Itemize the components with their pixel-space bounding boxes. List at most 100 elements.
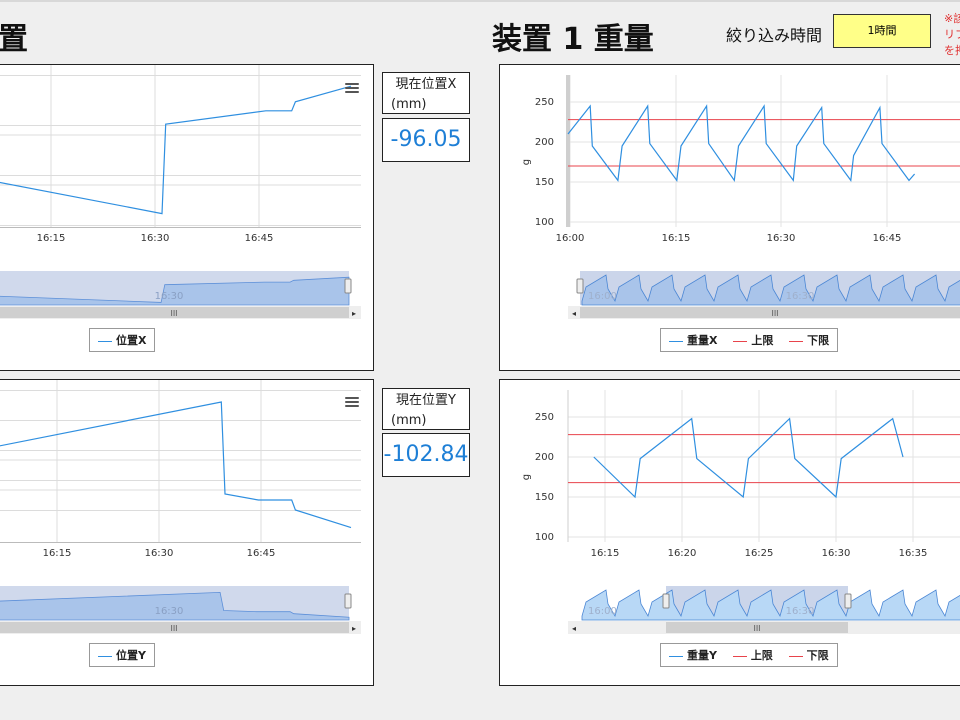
scroll-right-arrow-icon: ▸ (352, 624, 356, 633)
weight-y-chart: 100 150 200 250 g 16:15 16:20 16:25 16:30 16:35 16… (499, 379, 960, 686)
current-position-x-label: 現在位置X (mm) (382, 72, 470, 114)
current-position-x-value: -96.05 (382, 118, 470, 162)
unit-label: (mm) (391, 97, 427, 112)
legend[interactable]: 重量Y 上限 下限 (660, 643, 838, 667)
scrollbar-grip-icon: III (771, 309, 778, 318)
navigator-handle (344, 278, 352, 294)
x-tick-label: 16:45 (873, 233, 902, 244)
legend-item[interactable]: 下限 (789, 329, 829, 353)
scrollbar-grip-icon: III (170, 624, 177, 633)
legend-item[interactable]: 位置X (98, 329, 146, 353)
filter-time-label: 絞り込み時間 (726, 26, 823, 45)
scrollbar-thumb (580, 307, 960, 318)
note-text: ※該 リフ を押 (944, 11, 960, 59)
legend-item[interactable]: 重量X (669, 329, 717, 353)
navigator-time-label: 16:30 (786, 291, 815, 302)
weight-x-chart-svg: 100 150 200 250 g 16:00 16:15 16:30 16:45 16:00 16… (521, 75, 960, 319)
y-tick-label: 100 (535, 217, 554, 228)
position-section-title: 置 (0, 22, 28, 57)
y-axis-label: g (521, 159, 532, 165)
menu-icon[interactable] (345, 81, 359, 95)
note-line: リフ (944, 28, 960, 41)
legend-item[interactable]: 上限 (732, 644, 773, 668)
navigator-time-label: 16:00 (588, 606, 617, 617)
navigator-time-label: 16:30 (786, 606, 815, 617)
position-x-chart: 16:15 16:30 16:45 16:30 III ▸ 位置X (0, 64, 374, 371)
label-line: 現在位置X (395, 77, 457, 92)
scrollbar-grip-icon: III (753, 624, 760, 633)
navigator-handle (844, 593, 852, 609)
y-tick-label: 250 (535, 97, 554, 108)
scroll-right-arrow-icon: ▸ (352, 309, 356, 318)
x-tick-label: 16:20 (668, 548, 697, 559)
weight-section-title: 装置 1 重量 (492, 22, 654, 57)
x-tick-label: 16:30 (767, 233, 796, 244)
legend-label: 重量X (687, 334, 718, 347)
x-tick-label: 16:45 (247, 548, 276, 559)
legend[interactable]: 位置Y (89, 643, 155, 667)
note-line: を押 (944, 44, 960, 57)
navigator-handle (344, 593, 352, 609)
current-position-y-value: -102.84 (382, 433, 470, 477)
x-tick-label: 16:15 (37, 233, 66, 244)
legend-item[interactable]: 位置Y (98, 644, 146, 668)
legend-label: 上限 (751, 334, 774, 347)
navigator-time-label: 16:30 (155, 291, 184, 302)
x-tick-label: 16:30 (141, 233, 170, 244)
legend-label: 位置X (116, 334, 147, 347)
menu-icon[interactable] (345, 395, 359, 409)
series-line (567, 104, 916, 183)
y-tick-label: 200 (535, 137, 554, 148)
position-x-chart-svg: 16:15 16:30 16:45 16:30 III ▸ (0, 65, 361, 319)
legend[interactable]: 重量X 上限 下限 (660, 328, 839, 353)
position-y-chart: 16:15 16:30 16:45 16:30 III ▸ 位置Y (0, 379, 374, 686)
x-tick-label: 16:25 (745, 548, 774, 559)
weight-x-chart: 100 150 200 250 g 16:00 16:15 16:30 16:45 16:00 16… (499, 64, 960, 371)
y-tick-label: 150 (535, 492, 554, 503)
y-tick-label: 250 (535, 412, 554, 423)
x-tick-label: 16:15 (591, 548, 620, 559)
legend-label: 上限 (750, 649, 773, 662)
navigator-series (581, 274, 960, 306)
navigator-time-label: 16:00 (588, 291, 617, 302)
note-line: ※該 (944, 12, 960, 25)
y-tick-label: 150 (535, 177, 554, 188)
scrollbar-grip-icon: III (170, 309, 177, 318)
x-tick-label: 16:30 (145, 548, 174, 559)
scrollbar-thumb (0, 622, 349, 633)
position-y-chart-svg: 16:15 16:30 16:45 16:30 III ▸ (0, 380, 361, 634)
x-tick-label: 16:30 (822, 548, 851, 559)
current-position-y-label: 現在位置Y (mm) (382, 388, 470, 430)
scrollbar-thumb (0, 307, 349, 318)
series-line (0, 401, 352, 529)
legend-item[interactable]: 下限 (788, 644, 829, 668)
legend-label: 重量Y (687, 649, 717, 662)
x-tick-label: 16:45 (245, 233, 274, 244)
x-tick-label: 16:35 (899, 548, 928, 559)
legend-label: 位置Y (116, 649, 146, 662)
legend-item[interactable]: 上限 (733, 329, 773, 353)
filter-time-select[interactable]: 1時間 (833, 14, 931, 48)
legend-item[interactable]: 重量Y (669, 644, 717, 668)
top-edge (0, 0, 960, 2)
x-tick-label: 16:15 (662, 233, 691, 244)
navigator-handle (576, 278, 584, 294)
weight-y-chart-svg: 100 150 200 250 g 16:15 16:20 16:25 16:30 16:35 16… (521, 390, 960, 634)
label-line: 現在位置Y (396, 393, 456, 408)
unit-label: (mm) (391, 413, 427, 428)
series-line (593, 417, 904, 499)
y-tick-label: 200 (535, 452, 554, 463)
navigator-series (0, 591, 350, 621)
y-axis-label: g (521, 474, 532, 480)
navigator-time-label: 16:30 (155, 606, 184, 617)
x-tick-label: 16:00 (556, 233, 585, 244)
legend-label: 下限 (806, 649, 829, 662)
x-tick-label: 16:15 (43, 548, 72, 559)
scrollbar-thumb (666, 622, 848, 633)
scroll-left-arrow-icon: ◂ (572, 624, 576, 633)
legend[interactable]: 位置X (89, 328, 156, 353)
navigator-series (0, 276, 350, 306)
y-tick-label: 100 (535, 532, 554, 543)
navigator-series (581, 589, 960, 621)
navigator-handle (662, 593, 670, 609)
